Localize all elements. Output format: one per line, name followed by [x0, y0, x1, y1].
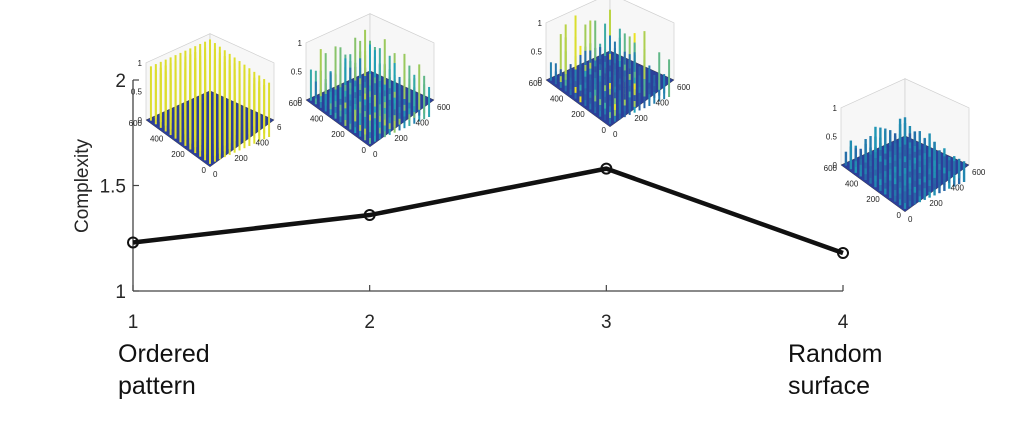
surface-z-tick: 0	[298, 96, 303, 105]
surface-y-tick: 200	[171, 150, 185, 159]
surface-y-tick: 400	[310, 115, 324, 124]
surface-z-tick: 0	[833, 161, 838, 170]
data-point	[837, 247, 849, 260]
data-point	[600, 162, 613, 175]
surface-x-tick: 6	[277, 123, 282, 132]
surface-y-tick: 200	[571, 110, 585, 119]
surface-x-tick: 400	[256, 139, 270, 148]
data-point	[363, 209, 376, 222]
surface-y-tick: 0	[202, 166, 207, 175]
surface-x-tick: 0	[213, 170, 218, 179]
surface-z-tick: 0.5	[531, 47, 543, 56]
surface-x-tick: 600	[677, 83, 691, 92]
surface-y-tick: 200	[331, 130, 345, 139]
y-tick-label: 2	[115, 71, 126, 92]
surface-x-tick: 0	[373, 150, 378, 159]
chart-labels: Ordered pattern Random surface	[118, 340, 883, 400]
label-random-surface: Random surface	[788, 340, 883, 400]
category-label-line: surface	[788, 372, 870, 400]
surface-y-tick: 0	[362, 146, 367, 155]
surface-x-tick: 400	[951, 184, 965, 193]
surface-z-tick: 1	[138, 59, 143, 68]
surface-y-tick: 600	[129, 119, 143, 128]
surface-z-tick: 0.5	[131, 87, 143, 96]
surface-x-tick: 600	[972, 168, 986, 177]
x-tick-label: 1	[128, 312, 139, 333]
surface-x-tick: 600	[437, 103, 451, 112]
surface-y-tick: 0	[897, 211, 902, 220]
surface-z-tick: 1	[538, 19, 543, 28]
data-point	[127, 236, 139, 249]
label-ordered-pattern: Ordered pattern	[118, 340, 210, 400]
surface-z-tick: 0.5	[826, 132, 838, 141]
category-label-line: pattern	[118, 372, 196, 400]
surface-z-tick: 0	[138, 116, 143, 125]
surface-y-tick: 600	[824, 164, 838, 173]
surface-x-tick: 0	[908, 215, 913, 224]
surface-x-tick: 200	[634, 114, 648, 123]
surface-x-tick: 200	[929, 199, 943, 208]
category-label-line: Random	[788, 340, 883, 368]
surface-x-tick: 200	[394, 134, 408, 143]
surface-insets: 00.5102004006000200400600.51020040060002…	[129, 0, 986, 224]
x-tick-label: 2	[364, 312, 375, 333]
surface-y-tick: 600	[529, 79, 543, 88]
surface-y-tick: 600	[289, 99, 303, 108]
y-tick-label: 1.5	[100, 177, 126, 198]
surface-y-tick: 400	[550, 95, 564, 104]
surface-x-tick: 400	[416, 119, 430, 128]
surface-y-tick: 0	[602, 126, 607, 135]
y-axis-label: Complexity	[72, 139, 93, 233]
category-label-line: Ordered	[118, 340, 210, 368]
x-tick-label: 3	[601, 312, 612, 333]
surface-z-tick: 0	[538, 76, 543, 85]
surface-z-tick: 1	[833, 104, 838, 113]
surface-y-tick: 400	[845, 180, 859, 189]
surface-x-tick: 0	[613, 130, 618, 139]
surface-z-tick: 0.5	[291, 67, 303, 76]
surface-x-tick: 200	[234, 154, 248, 163]
surface-z-tick: 1	[298, 39, 303, 48]
complexity-line	[132, 166, 844, 256]
y-tick-label: 1	[115, 282, 126, 303]
x-tick-label: 4	[838, 312, 849, 333]
chart-axes: 1 2 3 4 1 1.5 2 Complexity	[72, 71, 849, 333]
surface-y-tick: 400	[150, 135, 164, 144]
surface-x-tick: 400	[656, 99, 670, 108]
surface-y-tick: 200	[866, 195, 880, 204]
complexity-series	[127, 162, 849, 260]
